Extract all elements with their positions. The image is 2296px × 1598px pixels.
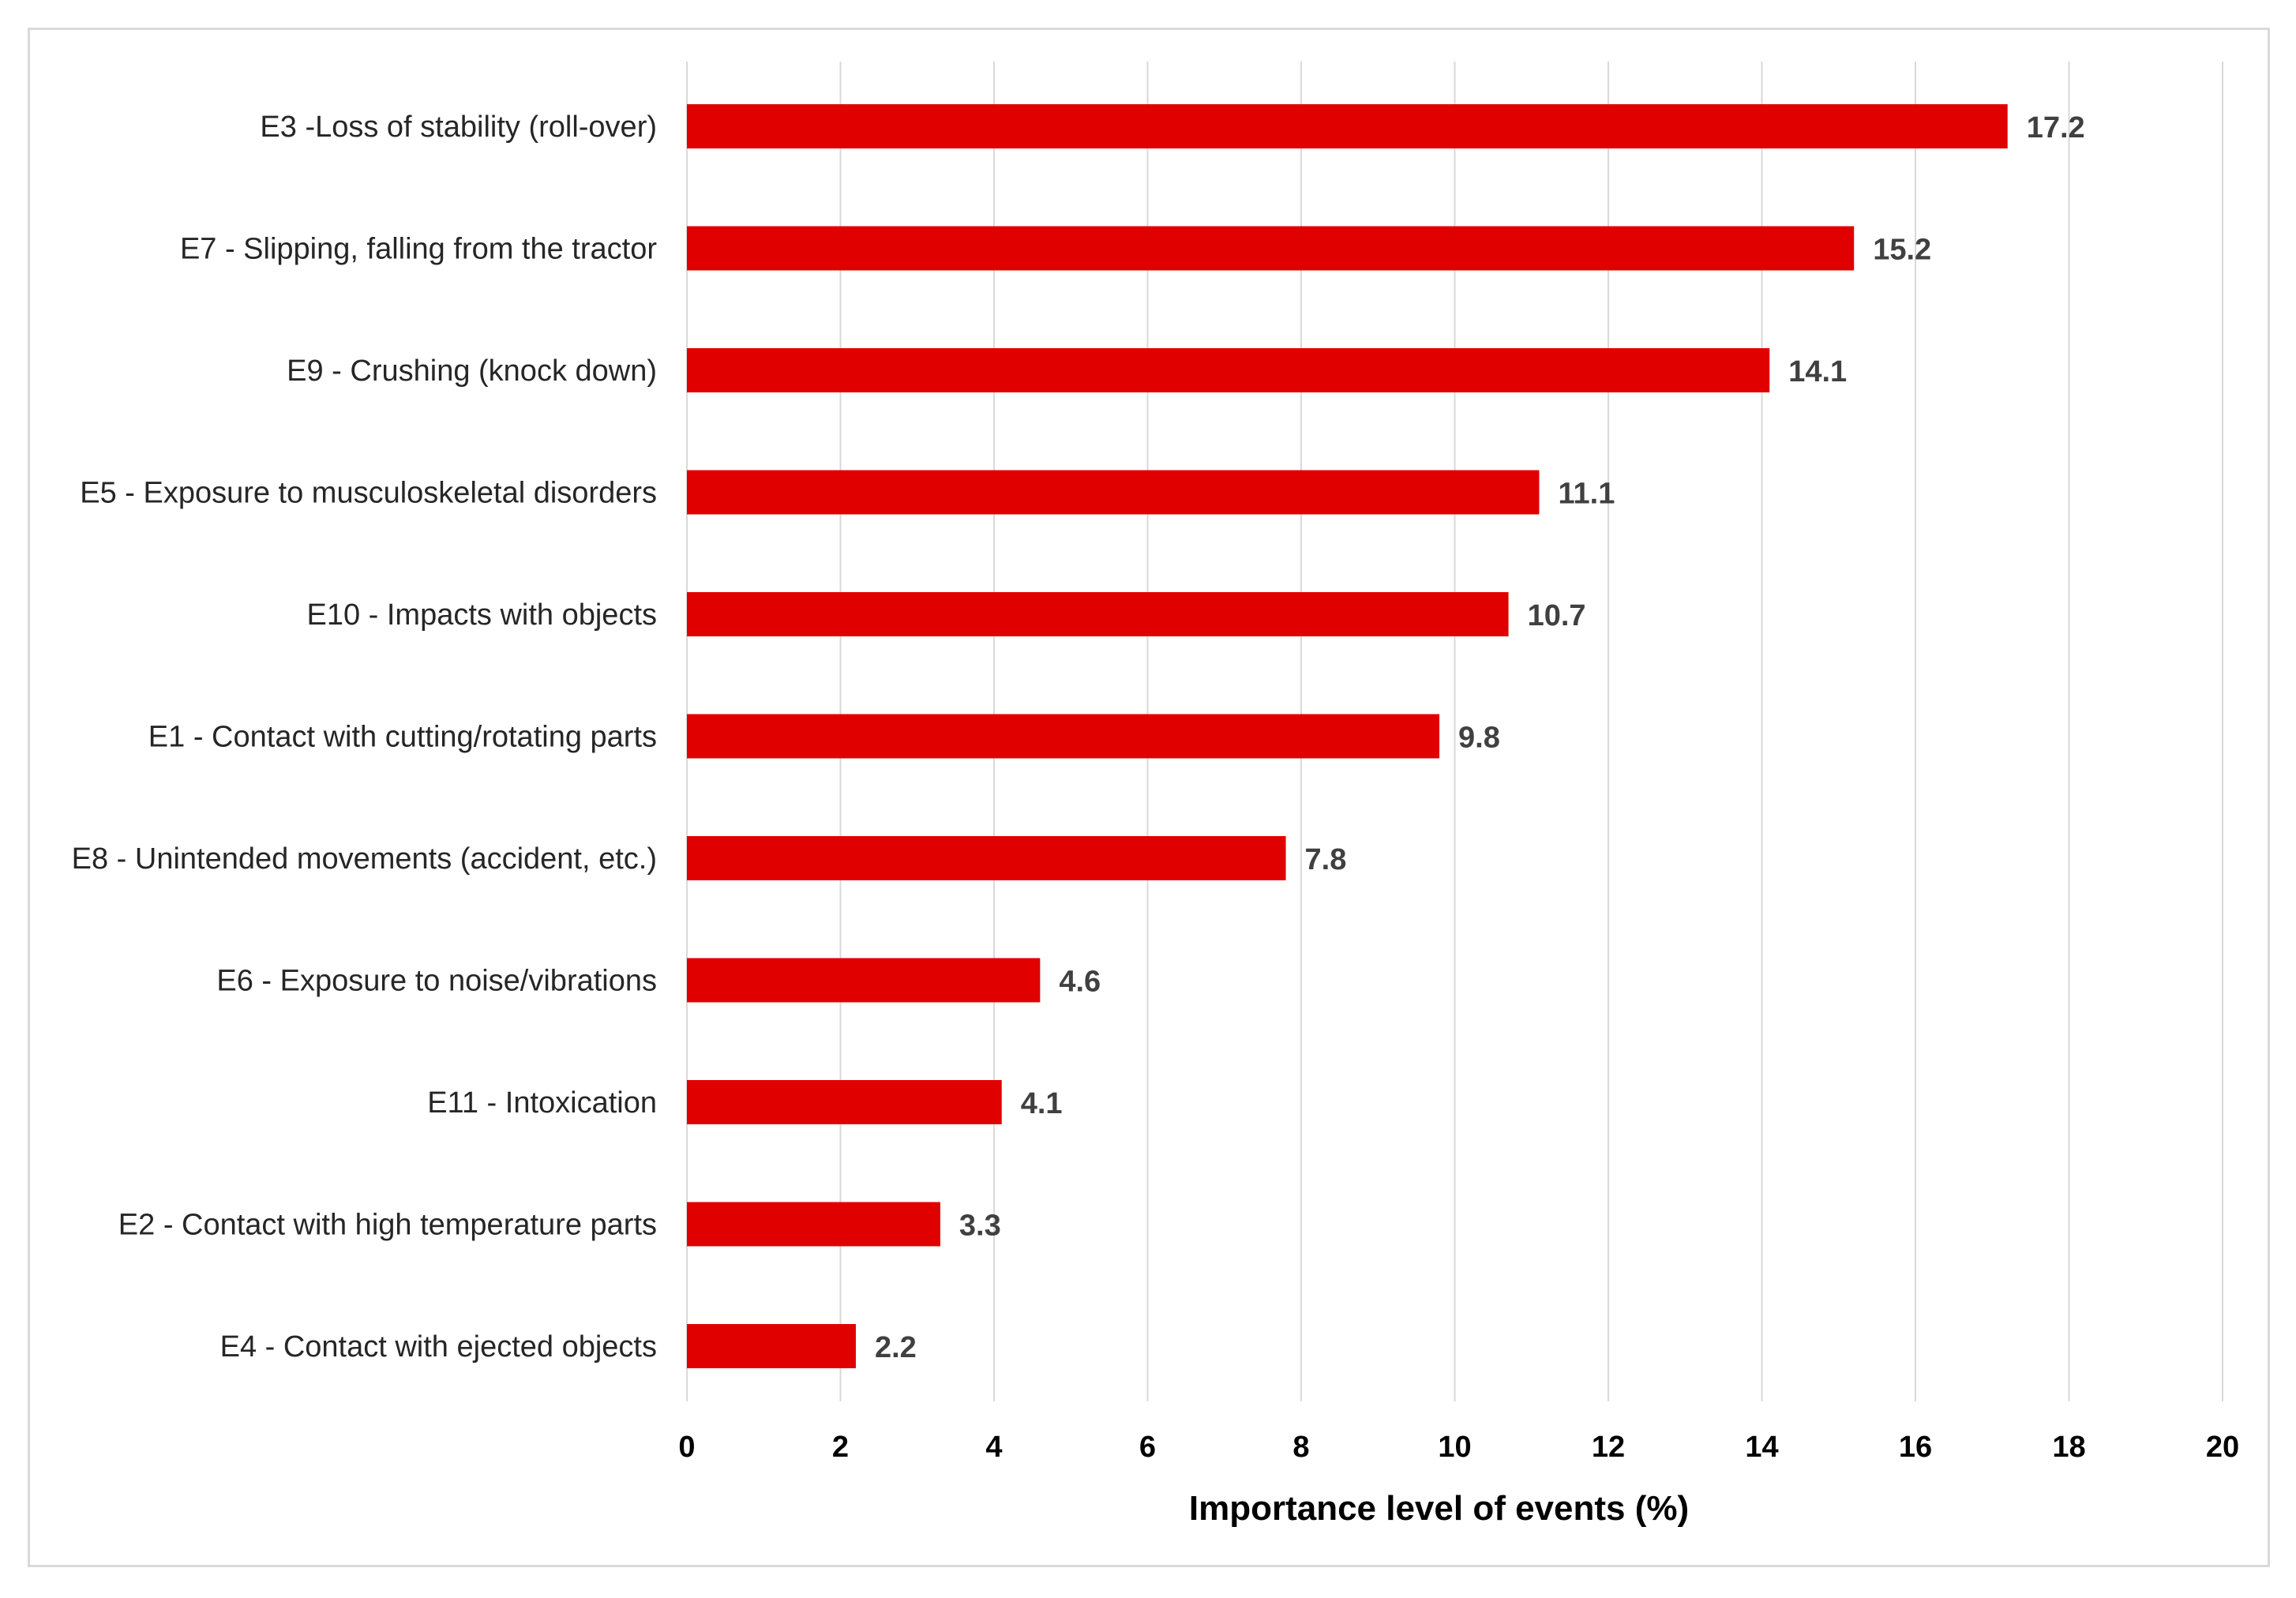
value-label: 10.7 [1528,599,1586,632]
category-label: E1 - Contact with cutting/rotating parts [148,721,657,754]
x-tick-label: 14 [1745,1431,1778,1464]
bars [687,104,2008,1368]
category-labels: E3 -Loss of stability (roll-over) E7 - Sl… [72,111,658,1364]
value-label: 3.3 [959,1210,1001,1243]
bar [687,104,2008,148]
x-tick-label: 10 [1438,1431,1471,1464]
bar [687,226,1855,271]
bar [687,1324,856,1368]
value-label: 14.1 [1788,355,1847,388]
value-label: 2.2 [875,1331,917,1364]
value-label: 9.8 [1458,722,1500,755]
gridlines [686,62,2223,1401]
x-tick-label: 16 [1899,1431,1932,1464]
value-label: 17.2 [2027,111,2085,144]
bar [687,1202,940,1247]
category-label: E2 - Contact with high temperature parts [118,1209,657,1242]
x-tick-label: 12 [1592,1431,1625,1464]
value-label: 11.1 [1558,478,1615,511]
bar [687,348,1770,392]
chart-frame [28,28,2270,1567]
value-label: 4.6 [1059,966,1101,999]
bar [687,470,1540,515]
value-labels: 17.2 15.2 14.1 11.1 10.7 9.8 7.8 4.6 4.1 3.3 2.2 [875,111,2085,1364]
x-tick-label: 6 [1139,1431,1156,1464]
category-label: E7 - Slipping, falling from the tractor [180,233,657,266]
value-label: 15.2 [1873,234,1931,267]
x-axis-title: Importance level of events (%) [1189,1489,1689,1528]
category-label: E11 - Intoxication [427,1086,657,1120]
value-label: 7.8 [1305,843,1347,876]
bar [687,836,1286,880]
bar [687,714,1440,759]
category-label: E6 - Exposure to noise/vibrations [216,965,657,998]
x-tick-label: 2 [832,1431,849,1464]
x-tick-label: 0 [678,1431,695,1464]
category-label: E9 - Crushing (knock down) [287,354,657,388]
category-label: E5 - Exposure to musculoskeletal disorde… [80,477,657,510]
x-tick-label: 4 [985,1431,1002,1464]
x-tick-label: 18 [2052,1431,2085,1464]
x-tick-label: 20 [2206,1431,2239,1464]
x-tick-label: 8 [1292,1431,1309,1464]
bar [687,958,1041,1003]
category-label: E10 - Impacts with objects [306,598,657,632]
category-label: E8 - Unintended movements (accident, etc… [72,842,657,876]
category-label: E3 -Loss of stability (roll-over) [260,111,657,144]
value-label: 4.1 [1021,1087,1063,1120]
bar [687,592,1509,636]
bar [687,1080,1002,1124]
category-label: E4 - Contact with ejected objects [220,1330,657,1364]
x-tick-labels: 0 2 4 6 8 10 12 14 16 18 20 [678,1431,2239,1464]
